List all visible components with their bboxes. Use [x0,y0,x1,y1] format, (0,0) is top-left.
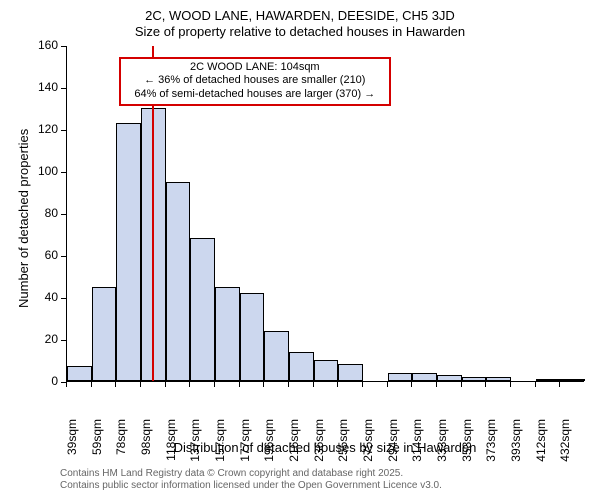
x-tick-mark [461,382,462,387]
y-tick-mark [61,172,66,173]
x-tick-label: 432sqm [558,419,572,469]
chart-container: { "chart": { "type": "histogram", "title… [0,0,600,500]
x-tick-label: 294sqm [386,419,400,469]
histogram-bar [166,182,191,382]
histogram-bar [388,373,413,381]
x-tick-label: 314sqm [410,419,424,469]
x-tick-mark [140,382,141,387]
y-tick-label: 100 [30,164,58,178]
y-tick-label: 80 [30,206,58,220]
x-tick-label: 373sqm [484,419,498,469]
histogram-bar [462,377,487,381]
x-tick-mark [436,382,437,387]
x-tick-label: 393sqm [509,419,523,469]
x-tick-label: 236sqm [312,419,326,469]
x-tick-mark [214,382,215,387]
x-tick-label: 59sqm [90,419,104,469]
annotation-line: 2C WOOD LANE: 104sqm [127,61,383,75]
y-tick-label: 20 [30,332,58,346]
x-tick-label: 118sqm [164,419,178,469]
histogram-bar [412,373,437,381]
x-tick-label: 216sqm [287,419,301,469]
x-tick-label: 333sqm [435,419,449,469]
histogram-bar [437,375,462,381]
plot-area: 2C WOOD LANE: 104sqm← 36% of detached ho… [66,46,584,382]
y-axis-label: Number of detached properties [16,129,31,308]
x-tick-label: 255sqm [336,419,350,469]
x-tick-label: 196sqm [262,419,276,469]
x-tick-mark [189,382,190,387]
chart-title-block: 2C, WOOD LANE, HAWARDEN, DEESIDE, CH5 3J… [0,8,600,39]
x-tick-label: 157sqm [213,419,227,469]
histogram-bar [92,287,117,382]
histogram-bar [116,123,141,381]
y-tick-mark [61,214,66,215]
x-tick-mark [411,382,412,387]
annotation-line: ← 36% of detached houses are smaller (21… [127,74,383,88]
x-tick-label: 353sqm [460,419,474,469]
y-tick-mark [61,256,66,257]
histogram-bar [190,238,215,381]
y-tick-label: 40 [30,290,58,304]
x-tick-label: 412sqm [534,419,548,469]
x-tick-label: 39sqm [65,419,79,469]
x-tick-mark [165,382,166,387]
y-tick-mark [61,46,66,47]
attribution-block: Contains HM Land Registry data © Crown c… [60,468,442,492]
histogram-bar [536,379,561,381]
y-tick-label: 0 [30,374,58,388]
x-tick-mark [387,382,388,387]
y-tick-mark [61,340,66,341]
x-tick-label: 275sqm [361,419,375,469]
x-tick-mark [337,382,338,387]
x-tick-mark [239,382,240,387]
x-tick-label: 98sqm [139,419,153,469]
y-tick-label: 140 [30,80,58,94]
attribution-line1: Contains HM Land Registry data © Crown c… [60,468,442,480]
x-tick-mark [362,382,363,387]
histogram-bar [486,377,511,381]
x-tick-label: 78sqm [114,419,128,469]
x-tick-mark [535,382,536,387]
x-tick-label: 177sqm [238,419,252,469]
y-tick-label: 160 [30,38,58,52]
y-tick-label: 60 [30,248,58,262]
histogram-bar [289,352,314,381]
histogram-bar [67,366,92,381]
x-tick-mark [288,382,289,387]
x-tick-mark [115,382,116,387]
histogram-bar [240,293,265,381]
chart-title-line2: Size of property relative to detached ho… [0,24,600,40]
y-tick-mark [61,130,66,131]
histogram-bar [314,360,339,381]
x-tick-mark [559,382,560,387]
x-tick-mark [313,382,314,387]
annotation-line: 64% of semi-detached houses are larger (… [127,88,383,102]
x-tick-mark [91,382,92,387]
x-tick-mark [66,382,67,387]
histogram-bar [338,364,363,381]
histogram-bar [560,379,585,381]
y-tick-mark [61,298,66,299]
y-tick-mark [61,88,66,89]
x-tick-mark [263,382,264,387]
x-tick-mark [510,382,511,387]
annotation-box: 2C WOOD LANE: 104sqm← 36% of detached ho… [119,57,391,106]
histogram-bar [264,331,289,381]
attribution-line2: Contains public sector information licen… [60,480,442,492]
x-tick-mark [485,382,486,387]
chart-title-line1: 2C, WOOD LANE, HAWARDEN, DEESIDE, CH5 3J… [0,8,600,24]
histogram-bar [215,287,240,382]
x-tick-label: 137sqm [188,419,202,469]
y-tick-label: 120 [30,122,58,136]
